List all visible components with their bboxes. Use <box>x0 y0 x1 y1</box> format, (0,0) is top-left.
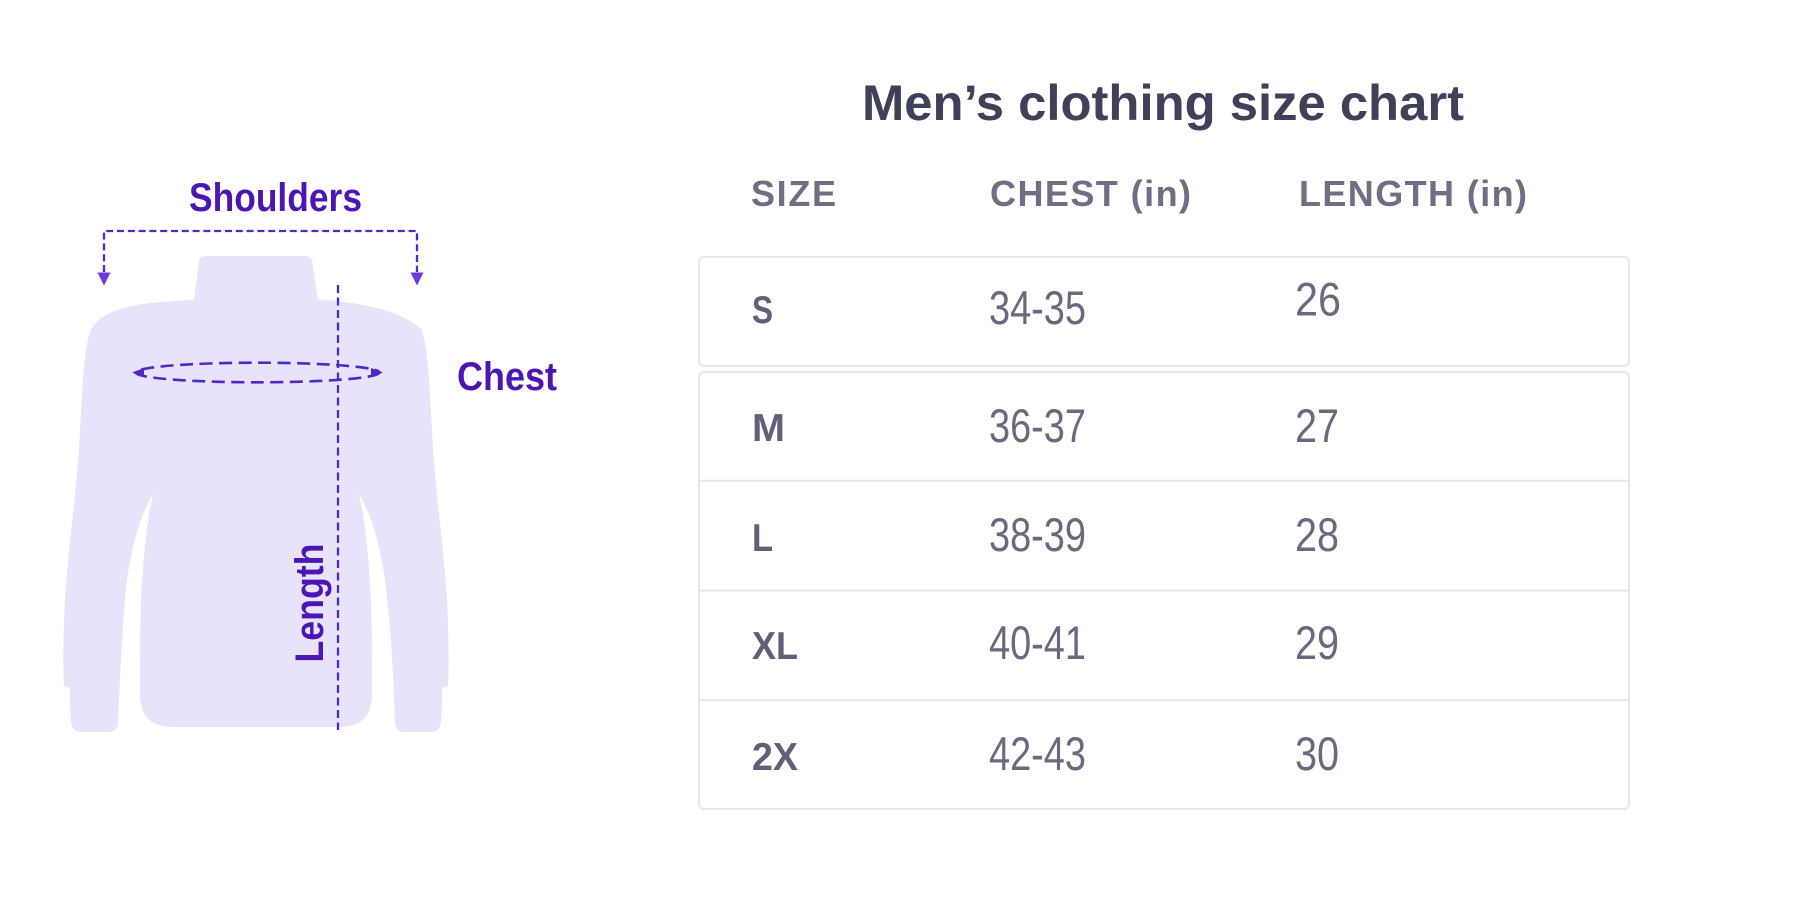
svg-text:Chest: Chest <box>457 355 557 399</box>
svg-text:2X: 2X <box>752 736 798 779</box>
svg-text:XL: XL <box>752 625 798 668</box>
svg-text:27: 27 <box>1295 399 1339 452</box>
svg-text:28: 28 <box>1295 508 1339 561</box>
svg-text:34-35: 34-35 <box>989 281 1086 334</box>
svg-text:CHEST (in): CHEST (in) <box>990 173 1191 214</box>
svg-text:Length: Length <box>288 544 332 663</box>
svg-text:38-39: 38-39 <box>989 508 1086 561</box>
svg-text:L: L <box>752 517 773 560</box>
svg-text:Men’s clothing size chart: Men’s clothing size chart <box>862 75 1464 131</box>
svg-text:M: M <box>752 407 785 450</box>
svg-text:LENGTH (in): LENGTH (in) <box>1299 173 1527 214</box>
svg-text:42-43: 42-43 <box>989 727 1086 780</box>
svg-text:36-37: 36-37 <box>989 399 1086 452</box>
svg-text:29: 29 <box>1295 616 1339 669</box>
svg-text:SIZE: SIZE <box>751 173 836 214</box>
svg-text:Shoulders: Shoulders <box>189 176 362 220</box>
svg-text:26: 26 <box>1295 273 1341 326</box>
svg-text:S: S <box>752 289 773 332</box>
svg-text:40-41: 40-41 <box>989 616 1086 669</box>
svg-text:30: 30 <box>1295 727 1339 780</box>
